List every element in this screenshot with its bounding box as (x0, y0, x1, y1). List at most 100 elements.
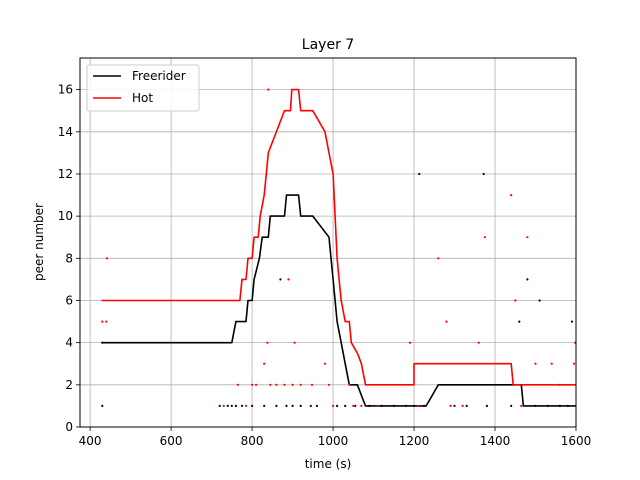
scatter-point-freerider-samples (251, 404, 254, 407)
x-tick-label: 400 (79, 434, 102, 448)
series-line-freerider (101, 194, 576, 407)
scatter-point-hot-samples (417, 404, 420, 407)
scatter-point-hot-samples (483, 236, 486, 239)
legend-hot-label: Hot (132, 91, 153, 105)
scatter-point-hot-samples (445, 320, 448, 323)
scatter-point-hot-samples (323, 362, 327, 365)
scatter-point-hot-samples (550, 362, 553, 365)
y-tick-label: 8 (65, 251, 73, 265)
scatter-point-freerider-samples (344, 404, 347, 407)
legend: Freerider Hot (86, 64, 200, 112)
scatter-point-hot-samples (348, 383, 351, 386)
scatter-point-freerider-samples (234, 404, 237, 407)
scatter-point-hot-samples (291, 383, 294, 386)
scatter-point-hot-samples (352, 404, 355, 407)
y-tick-label: 10 (58, 209, 73, 223)
scatter-point-hot-samples (236, 383, 239, 386)
x-tick-label: 1600 (561, 434, 592, 448)
scatter-point-freerider-samples (418, 172, 421, 176)
x-tick-label: 1000 (318, 434, 349, 448)
scatter-point-freerider-samples (315, 404, 318, 407)
legend-freerider-label: Freerider (132, 69, 186, 83)
scatter-point-freerider-samples (240, 404, 244, 407)
scatter-point-hot-samples (269, 383, 272, 386)
scatter-point-hot-samples (263, 362, 266, 365)
scatter-point-hot-samples (376, 404, 379, 407)
y-tick-label: 14 (58, 125, 73, 139)
x-tick-label: 600 (160, 434, 183, 448)
scatter-point-hot-samples (293, 341, 296, 344)
scatter-point-hot-samples (360, 404, 363, 407)
scatter-point-hot-samples (558, 383, 561, 386)
scatter-point-freerider-samples (566, 404, 570, 407)
scatter-point-freerider-samples (336, 404, 339, 407)
scatter-point-freerider-samples (465, 404, 468, 407)
scatter-point-freerider-samples (412, 404, 416, 407)
scatter-point-hot-samples (461, 404, 464, 407)
scatter-point-hot-samples (510, 194, 513, 197)
scatter-point-hot-samples (101, 320, 104, 323)
scatter-point-freerider-samples (279, 278, 282, 281)
scatter-point-hot-samples (477, 341, 480, 344)
scatter-point-hot-samples (105, 320, 108, 323)
y-tick-label: 12 (58, 167, 73, 181)
scatter-point-freerider-samples (101, 341, 104, 344)
scatter-point-freerider-samples (534, 404, 537, 407)
scatter-point-hot-samples (267, 88, 270, 91)
scatter-point-hot-samples (251, 383, 254, 386)
x-axis-ticks: 400 600 800 1000 1200 1400 1600 (79, 427, 592, 448)
grid (80, 58, 577, 428)
scatter-point-freerider-samples (309, 404, 312, 407)
scatter-point-hot-samples (520, 404, 523, 407)
y-tick-label: 16 (58, 83, 73, 97)
scatter-point-freerider-samples (368, 404, 371, 407)
scatter-point-hot-samples (514, 299, 517, 302)
scatter-point-freerider-samples (518, 320, 521, 323)
scatter-point-hot-samples (266, 341, 269, 344)
scatter-point-hot-samples (283, 383, 286, 386)
scatter-point-freerider-samples (226, 404, 229, 407)
scatter-point-freerider-samples (263, 404, 266, 407)
scatter-point-hot-samples (244, 404, 248, 407)
scatter-point-hot-samples (449, 404, 452, 407)
scatter-point-hot-samples (299, 383, 302, 386)
scatter-point-freerider-samples (546, 404, 549, 407)
scatter-point-hot-samples (327, 383, 331, 386)
scatter-point-freerider-samples (510, 404, 513, 407)
scatter-point-freerider-samples (285, 404, 288, 407)
series-line-hot (101, 88, 576, 386)
scatter-point-hot-samples (275, 383, 278, 386)
scatter-point-hot-samples (287, 278, 290, 281)
scatter-point-hot-samples (534, 362, 537, 365)
scatter-point-hot-samples (255, 383, 258, 386)
y-tick-label: 2 (65, 378, 73, 392)
scatter-point-freerider-samples (230, 404, 233, 407)
scatter-point-freerider-samples (482, 172, 485, 176)
scatter-point-freerider-samples (101, 404, 104, 407)
scatter-point-freerider-samples (453, 404, 456, 407)
scatter-point-hot-samples (332, 404, 335, 407)
scatter-point-freerider-samples (423, 404, 426, 407)
y-tick-label: 4 (65, 336, 73, 350)
y-axis-label: peer number (32, 203, 46, 281)
scatter-point-freerider-samples (485, 404, 488, 407)
x-tick-label: 1400 (480, 434, 511, 448)
plot-frame (79, 57, 577, 428)
scatter-point-hot-samples (572, 362, 576, 365)
scatter-point-freerider-samples (526, 278, 529, 281)
scatter-point-hot-samples (408, 341, 412, 344)
scatter-points (101, 88, 577, 407)
scatter-point-freerider-samples (275, 404, 278, 407)
scatter-point-hot-samples (437, 257, 440, 260)
scatter-point-hot-samples (106, 257, 109, 260)
scatter-point-hot-samples (222, 404, 225, 407)
scatter-point-freerider-samples (404, 404, 407, 407)
y-tick-label: 6 (65, 293, 73, 307)
series-lines (101, 88, 576, 407)
scatter-point-freerider-samples (354, 404, 357, 407)
scatter-point-freerider-samples (558, 404, 561, 407)
scatter-point-freerider-samples (291, 404, 294, 407)
scatter-point-hot-samples (310, 383, 314, 386)
x-tick-label: 1200 (399, 434, 430, 448)
